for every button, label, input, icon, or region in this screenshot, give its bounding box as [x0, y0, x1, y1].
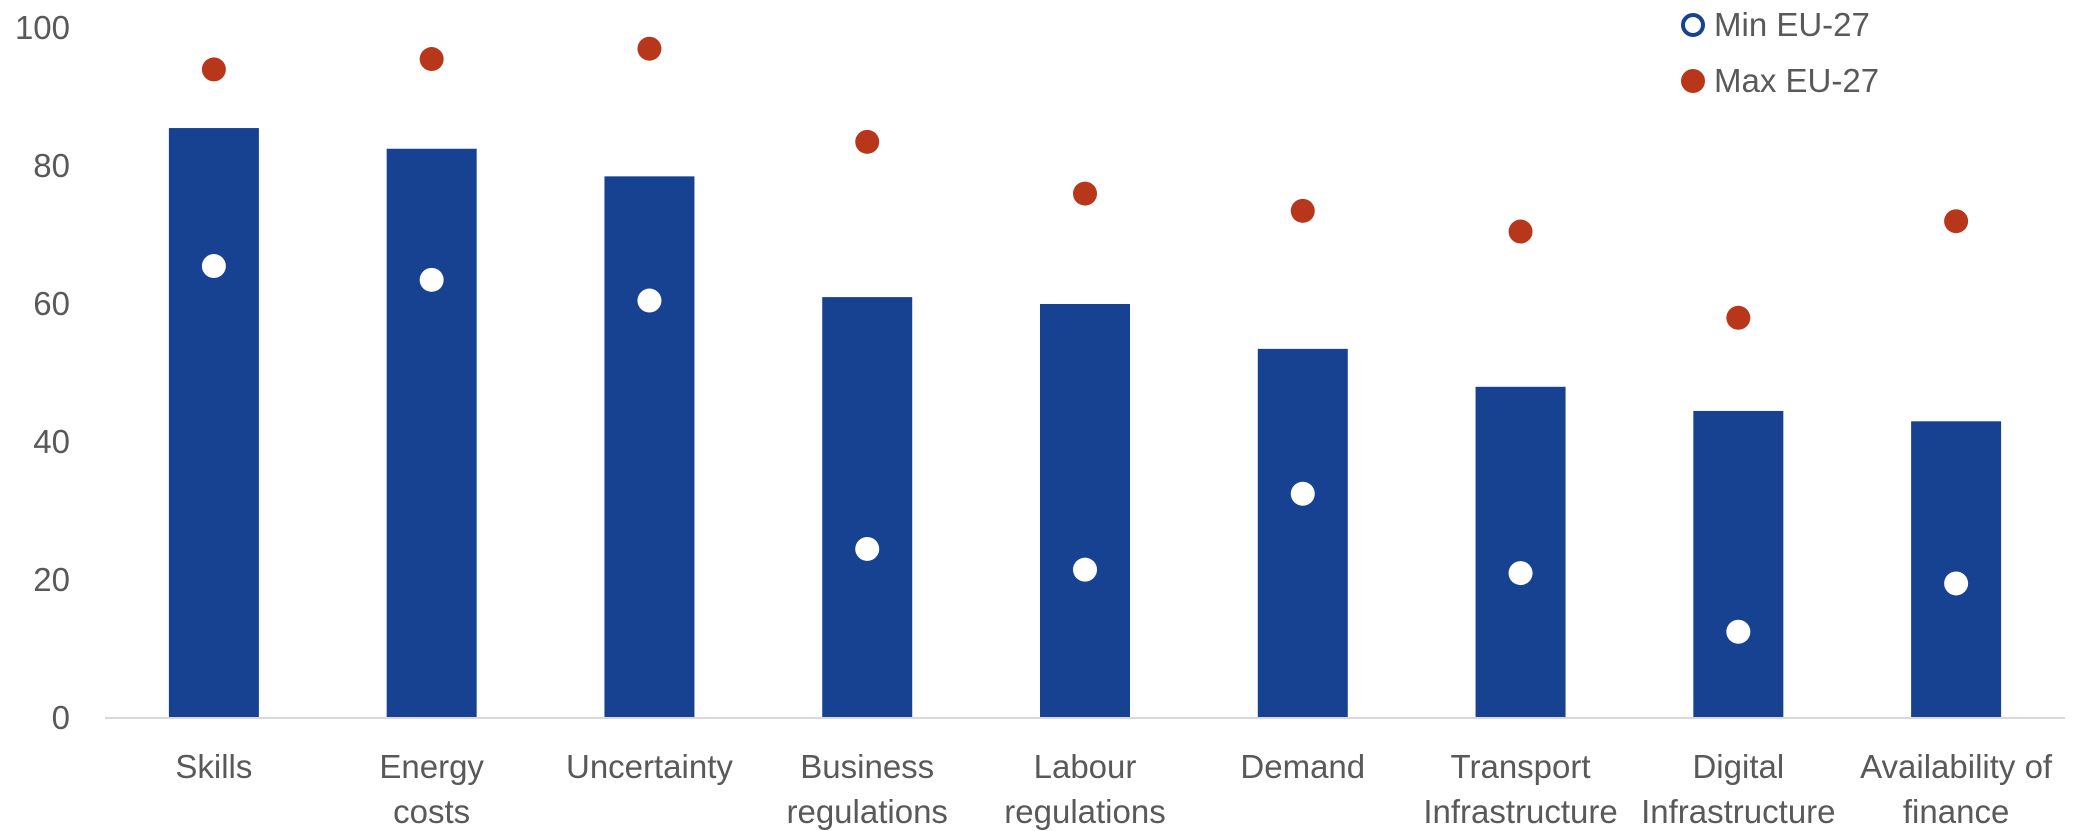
min-marker	[419, 267, 444, 292]
legend-marker-max	[1681, 69, 1705, 93]
y-tick-label: 40	[33, 423, 70, 460]
min-marker	[637, 288, 662, 313]
max-marker	[855, 129, 880, 154]
min-marker	[201, 254, 226, 279]
x-axis-labels: Skills Energy costs Uncertainty Business regu…	[175, 748, 2053, 830]
markers	[201, 36, 1969, 644]
x-tick-label: finance	[1903, 793, 2009, 830]
x-tick-label: regulations	[1004, 793, 1165, 830]
x-tick-label: Digital	[1692, 748, 1784, 785]
legend: Min EU-27 Max EU-27	[1681, 6, 1879, 99]
y-tick-label: 80	[33, 147, 70, 184]
bar	[1257, 348, 1348, 718]
min-marker	[855, 536, 880, 561]
y-tick-label: 60	[33, 285, 70, 322]
bar	[386, 148, 477, 718]
max-marker	[201, 57, 226, 82]
bars	[168, 128, 2002, 719]
x-tick-label: Infrastructure	[1423, 793, 1617, 830]
x-tick-label: Availability of	[1860, 748, 2053, 785]
y-axis: 0 20 40 60 80 100	[15, 9, 70, 736]
min-marker	[1726, 619, 1751, 644]
min-marker	[1944, 571, 1969, 596]
min-marker	[1508, 561, 1533, 586]
bar	[604, 176, 695, 719]
x-tick-label: Labour	[1034, 748, 1137, 785]
bar	[1693, 410, 1784, 718]
max-marker	[1726, 305, 1751, 330]
max-marker	[419, 47, 444, 72]
bar	[1040, 304, 1130, 718]
max-marker	[1073, 181, 1097, 206]
max-marker	[1944, 209, 1969, 234]
x-tick-label: Demand	[1240, 748, 1365, 785]
x-tick-label: regulations	[786, 793, 947, 830]
bar	[1475, 386, 1566, 718]
y-tick-label: 20	[33, 561, 70, 598]
x-tick-label: Energy	[379, 748, 484, 785]
x-tick-label: Transport	[1451, 748, 1591, 785]
max-marker	[1290, 198, 1315, 223]
bar	[168, 128, 259, 719]
x-tick-label: costs	[393, 793, 470, 830]
legend-label: Max EU-27	[1714, 62, 1879, 99]
max-marker	[637, 36, 662, 61]
x-tick-label: Skills	[175, 748, 252, 785]
min-marker	[1073, 557, 1097, 582]
legend-label: Min EU-27	[1714, 6, 1870, 43]
bar	[1911, 421, 2002, 718]
legend-marker-min	[1681, 13, 1705, 37]
x-tick-label: Business	[800, 748, 934, 785]
x-tick-label: Infrastructure	[1641, 793, 1835, 830]
y-tick-label: 100	[15, 9, 70, 46]
x-tick-label: Uncertainty	[566, 748, 733, 785]
max-marker	[1508, 219, 1533, 244]
bar	[822, 297, 913, 718]
y-tick-label: 0	[52, 699, 70, 736]
min-marker	[1290, 481, 1315, 506]
